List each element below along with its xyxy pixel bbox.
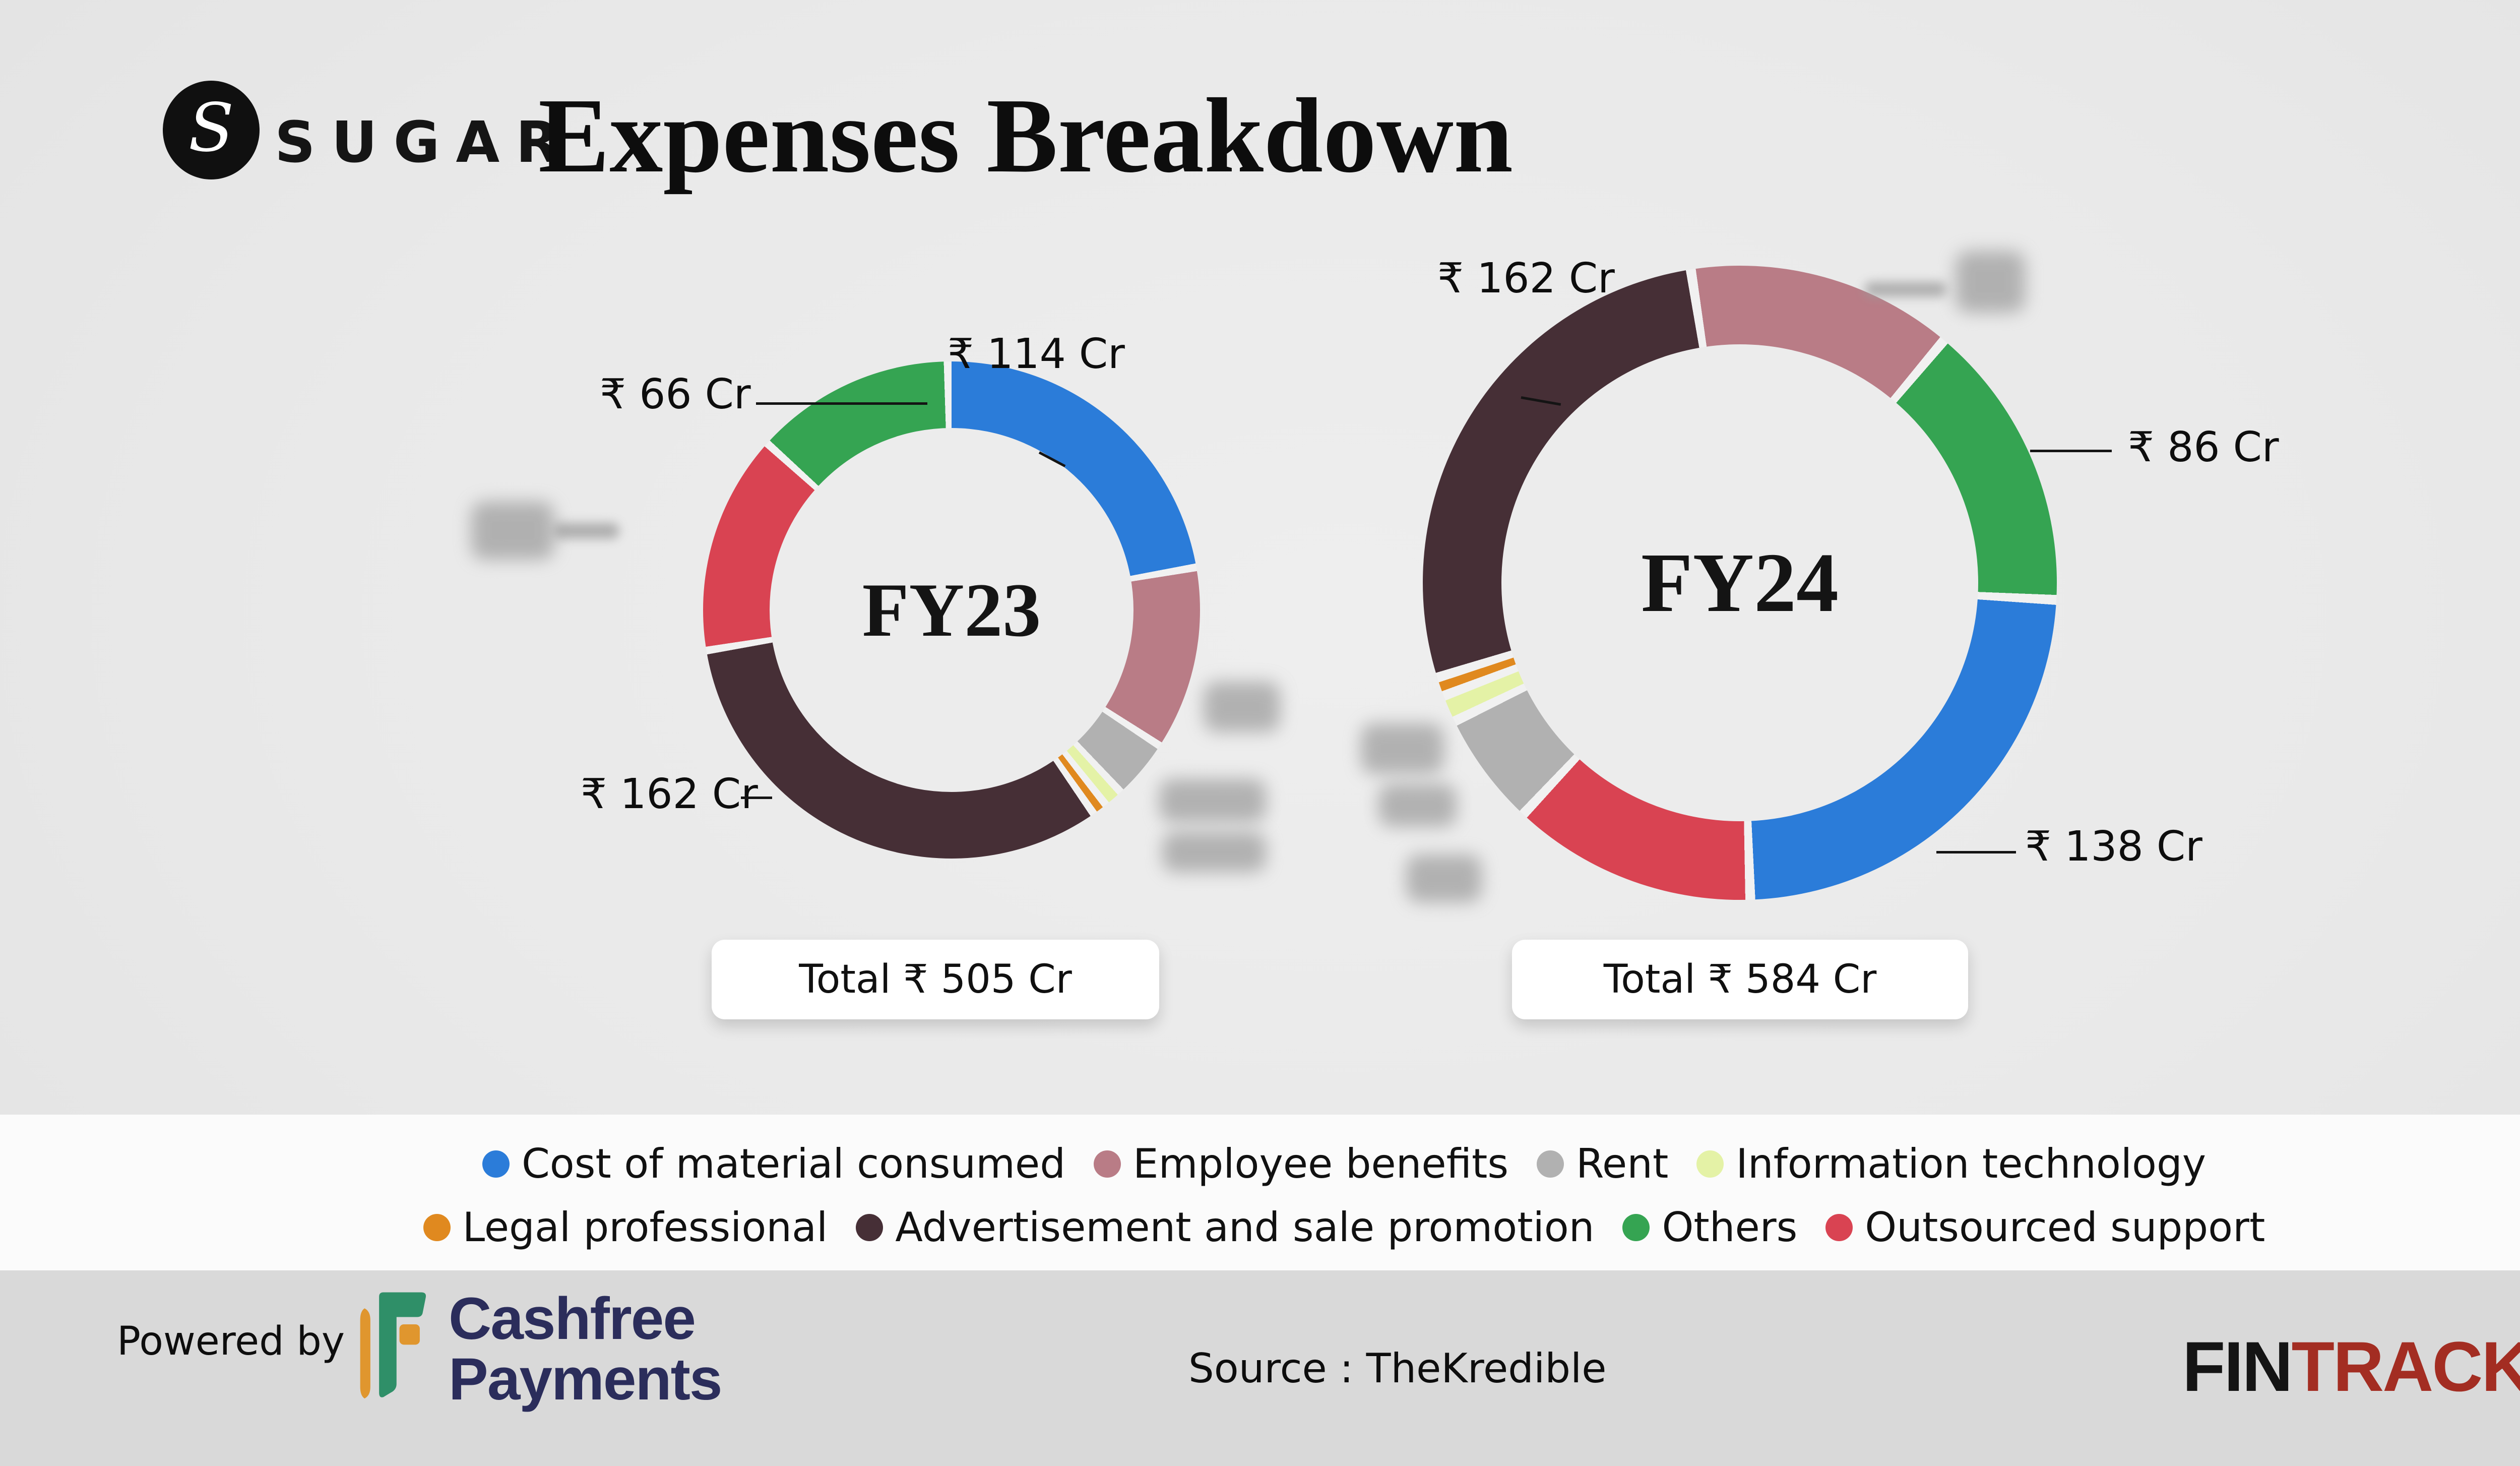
fy23-redacted-label-it-legal <box>1162 832 1266 872</box>
legend-label: Others <box>1662 1204 1798 1251</box>
fy23-blurred-leader-outsourced <box>553 523 619 538</box>
legend-label: Rent <box>1576 1140 1669 1187</box>
fy24-leader-cost-of-material <box>1936 851 2016 853</box>
powered-by-label: Powered by <box>117 1319 345 1364</box>
total-pill-fy24: Total ₹ 584 Cr <box>1512 940 1968 1019</box>
legend-row-2: Legal professional Advertisement and sale… <box>0 1204 2520 1251</box>
legend-item-information-technology: Information technology <box>1696 1140 2206 1187</box>
fy24-redacted-label-employee-benefits <box>1956 251 2025 313</box>
fintrackr-fin: FIN <box>2182 1327 2293 1406</box>
cashfree-line1: Cashfree <box>449 1286 696 1352</box>
legend-item-others: Others <box>1622 1204 1797 1251</box>
source-label: Source : TheKredible <box>1188 1345 1607 1392</box>
cashfree-mark-icon <box>360 1292 426 1399</box>
legend-dot-icon-outsourced-support <box>1825 1213 1853 1241</box>
legend-band <box>0 1115 2520 1270</box>
legend-label: Information technology <box>1736 1140 2207 1187</box>
brand-name: SUGAR <box>275 110 576 175</box>
legend-dot-icon-information-technology <box>1696 1150 1724 1178</box>
fy23-label-cost-of-material: ₹ 114 Cr <box>948 330 1125 378</box>
fy24-redacted-label-legal <box>1406 854 1482 902</box>
fy24-label-cost-of-material: ₹ 138 Cr <box>2025 823 2202 871</box>
fy24-redacted-label-rent <box>1361 723 1444 774</box>
donut-hole-fy23: FY23 <box>770 428 1133 792</box>
fy23-redacted-label-employee-benefits <box>1204 682 1280 732</box>
legend-label: Advertisement and sale promotion <box>895 1204 1595 1251</box>
fy23-label-advertisement: ₹ 162 Cr <box>581 770 758 818</box>
donut-chart-fy23: FY23 <box>703 361 1200 859</box>
legend-label: Cost of material consumed <box>521 1140 1066 1187</box>
legend-item-advertisement-and-sale-promotion: Advertisement and sale promotion <box>856 1204 1594 1251</box>
legend-dot-icon-cost-of-material-consumed <box>482 1150 510 1178</box>
donut-hole-fy24: FY24 <box>1501 344 1978 821</box>
fintrackr-logo: FINTRACKR <box>2182 1326 2520 1408</box>
legend-dot-icon-advertisement-and-sale-promotion <box>856 1213 884 1241</box>
sugar-logo-letter: S <box>188 89 234 167</box>
donut-center-label-fy23: FY23 <box>862 568 1041 652</box>
donut-chart-fy24: FY24 <box>1423 266 2057 900</box>
cashfree-logo: Cashfree Payments <box>356 1286 723 1413</box>
legend-dot-icon-employee-benefits <box>1094 1150 1121 1178</box>
fy23-redacted-label-rent <box>1159 779 1266 822</box>
legend-dot-icon-rent <box>1537 1150 1564 1178</box>
total-pill-fy23: Total ₹ 505 Cr <box>712 940 1159 1019</box>
fy24-blurred-leader-employee-benefits <box>1865 282 1946 296</box>
fy23-redacted-label-outsourced <box>471 502 554 560</box>
legend-item-rent: Rent <box>1537 1140 1668 1187</box>
legend-dot-icon-others <box>1622 1213 1650 1241</box>
legend-label: Legal professional <box>462 1204 828 1251</box>
fy24-label-others: ₹ 86 Cr <box>2128 423 2279 471</box>
fy24-label-advertisement: ₹ 162 Cr <box>1437 255 1615 302</box>
donut-center-label-fy24: FY24 <box>1641 535 1839 630</box>
fintrackr-trackr: TRACKR <box>2291 1327 2520 1406</box>
legend-item-outsourced-support: Outsourced support <box>1825 1204 2265 1251</box>
legend-dot-icon-legal-professional <box>423 1213 451 1241</box>
legend-row-1: Cost of material consumed Employee benefi… <box>0 1140 2520 1187</box>
legend-item-legal-professional: Legal professional <box>423 1204 828 1251</box>
legend-label: Employee benefits <box>1133 1140 1509 1187</box>
fy23-leader-others <box>756 402 927 405</box>
cashfree-wordmark: Cashfree Payments <box>449 1286 723 1413</box>
fy23-leader-advertisement <box>741 797 772 799</box>
legend-item-employee-benefits: Employee benefits <box>1094 1140 1508 1187</box>
page-title: Expenses Breakdown <box>538 76 1513 195</box>
fy24-leader-others <box>2030 450 2112 452</box>
fy23-label-others: ₹ 66 Cr <box>600 371 751 418</box>
legend-label: Outsourced support <box>1865 1204 2265 1251</box>
cashfree-line2: Payments <box>449 1346 723 1413</box>
sugar-logo-icon: S <box>163 81 260 179</box>
legend-item-cost-of-material-consumed: Cost of material consumed <box>482 1140 1065 1187</box>
fy24-redacted-label-it <box>1378 784 1457 827</box>
